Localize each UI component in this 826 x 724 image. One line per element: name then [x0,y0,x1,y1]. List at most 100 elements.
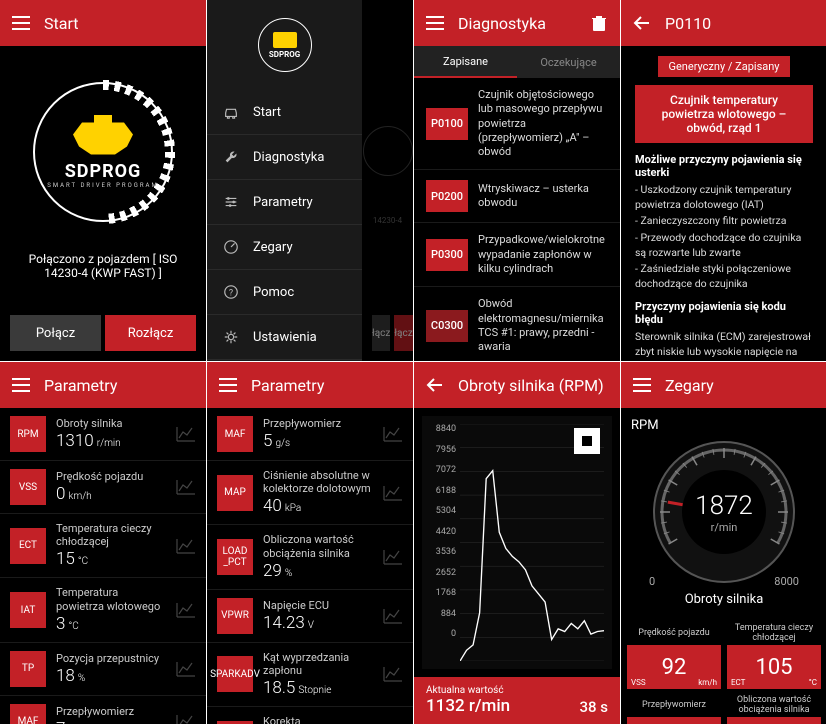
chart-icon[interactable] [383,549,403,565]
nav-label: Pomoc [253,285,294,300]
tile[interactable]: Temperatura cieczy chłodzącej105ECT°C [727,623,821,689]
gauge-wrap: RPM 1872 r/min 0 8000 Obroty silnika [621,408,826,617]
param-code: SPARKADV [217,656,253,692]
chart-icon[interactable] [176,661,196,677]
topbar: P0110 [621,0,826,46]
param-row[interactable]: VSSPrędkość pojazdu0km/h [0,461,206,514]
chart-icon[interactable] [176,479,196,495]
param-name: Przepływomierz [56,705,166,718]
logo-subtitle: SMART DRIVER PROGRAM [47,182,158,189]
chart-icon[interactable] [176,426,196,442]
back-icon[interactable] [426,376,444,394]
screen-title: Zegary [665,376,714,395]
logo-area: SDPROG SMART DRIVER PROGRAM Połączono z … [0,46,206,305]
chart-icon[interactable] [383,426,403,442]
chart-icon[interactable] [176,538,196,554]
param-row[interactable]: MAFPrzepływomierz5g/s [207,408,413,461]
back-icon[interactable] [633,14,651,32]
tile[interactable]: Prędkość pojazdu92VSSkm/h [627,623,721,689]
nav-item-parametry[interactable]: Parametry [207,180,362,225]
param-row[interactable]: MAPCiśnienie absolutne w kolektorze dolo… [207,461,413,525]
param-row[interactable]: LONGKorekta długoterminowa - [207,707,413,724]
param-value: 40kPa [263,496,373,516]
cause-item: - Zaśniedziałe styki połączeniowe dochod… [635,262,813,291]
dtc-row[interactable]: C0300Obwód elektromagnesu/miernika TCS #… [414,287,620,361]
nav-item-start[interactable]: Start [207,90,362,135]
param-row[interactable]: RPMObroty silnika1310r/min [0,408,206,461]
param-name: Przepływomierz [263,417,373,430]
screen-title: Diagnostyka [458,14,546,33]
param-value: 14.23V [263,613,373,633]
gauge-name: Obroty silnika [685,592,764,607]
menu-icon[interactable] [219,376,237,394]
y-tick: 0 [426,629,456,639]
tile-name: Obliczona wartość obciążenia silnika [727,695,821,717]
param-row[interactable]: SPARKADVKąt wyprzedzania zapłonu18.5Stop… [207,643,413,707]
gauge-unit: r/min [711,521,738,534]
topbar: Parametry [207,362,413,408]
nav-item-pomoc[interactable]: ?Pomoc [207,270,362,315]
dtc-list: P0100Czujnik objętościowego lub masowego… [414,78,620,361]
dtc-code: P0300 [426,239,468,271]
param-name: Prędkość pojazdu [56,470,166,483]
dtc-row[interactable]: P0300Przypadkowe/wielokrotne wypadanie z… [414,223,620,287]
nav-item-ustawienia[interactable]: Ustawienia [207,315,362,360]
current-value: 1132 r/min [426,696,510,716]
topbar: Start [0,0,206,46]
chart-icon[interactable] [176,714,196,724]
nav-label: Start [253,105,281,120]
screen-rpm-chart: Obroty silnika (RPM) 8840795670726188530… [414,362,620,724]
param-value: 18.5Stopnie [263,678,373,698]
gauge-value: 1872 [695,491,753,521]
param-code: ECT [10,528,46,564]
menu-icon[interactable] [633,376,651,394]
param-list: RPMObroty silnika1310r/minVSSPrędkość po… [0,408,206,724]
dtc-code: C0300 [426,310,468,342]
y-tick: 1768 [426,588,456,598]
screen-title: Parametry [44,376,117,395]
param-row[interactable]: ECTTemperatura cieczy chłodzącej15°C [0,514,206,578]
tile[interactable]: Obliczona wartość obciążenia silnika19LO… [727,695,821,724]
param-row[interactable]: TPPozycja przepustnicy18% [0,643,206,696]
param-row[interactable]: LOAD_PCTObliczona wartość obciążenia sil… [207,525,413,589]
chart-icon[interactable] [383,608,403,624]
tile-code: VSS [631,678,646,687]
menu-icon[interactable] [12,14,30,32]
param-value: 18% [56,666,166,686]
tab-saved[interactable]: Zapisane [414,46,517,78]
param-code: MAP [217,475,253,511]
dtc-code: P0100 [426,108,468,140]
param-list: MAFPrzepływomierz5g/sMAPCiśnienie absolu… [207,408,413,724]
cause-item: - Uszkodzony czujnik temperatury powietr… [635,183,813,212]
param-row[interactable]: VPWRNapięcie ECU14.23V [207,590,413,643]
nav-item-diagnostyka[interactable]: Diagnostyka [207,135,362,180]
connect-button[interactable]: Połącz [10,315,101,351]
chart-icon[interactable] [383,485,403,501]
dtc-row[interactable]: P0100Czujnik objętościowego lub masowego… [414,78,620,170]
logo-text: SDPROG [65,161,142,182]
dtc-description: Wtryskiwacz – usterka obwodu [478,182,608,211]
topbar: Zegary [621,362,826,408]
tab-pending[interactable]: Oczekujące [517,46,620,78]
chart-icon[interactable] [176,602,196,618]
screen-diagnostics: Diagnostyka Zapisane Oczekujące P0100Czu… [414,0,620,361]
tile[interactable]: Przepływomierz80MAFg/s [627,695,721,724]
disconnect-button[interactable]: Rozłącz [105,315,196,351]
param-row[interactable]: IATTemperatura powietrza wlotowego3°C [0,578,206,642]
param-name: Temperatura cieczy chłodzącej [56,522,166,548]
menu-icon[interactable] [426,14,444,32]
trash-icon[interactable] [590,14,608,32]
chart-icon[interactable] [383,666,403,682]
param-code: IAT [10,592,46,628]
param-row[interactable]: MAFPrzepływomierz7g/s [0,696,206,724]
topbar: Diagnostyka [414,0,620,46]
nav-item-zegary[interactable]: Zegary [207,225,362,270]
rpm-gauge: 1872 r/min [649,437,799,587]
stop-button[interactable] [574,428,600,454]
param-name: Korekta długoterminowa - [263,715,373,724]
current-label: Aktualna wartość [426,685,510,696]
dtc-row[interactable]: P0200Wtryskiwacz – usterka obwodu [414,170,620,223]
screen-start: Start SDPROG SMART DRIVER PROGRAM Połącz… [0,0,206,361]
param-value: 29% [263,561,373,581]
menu-icon[interactable] [12,376,30,394]
